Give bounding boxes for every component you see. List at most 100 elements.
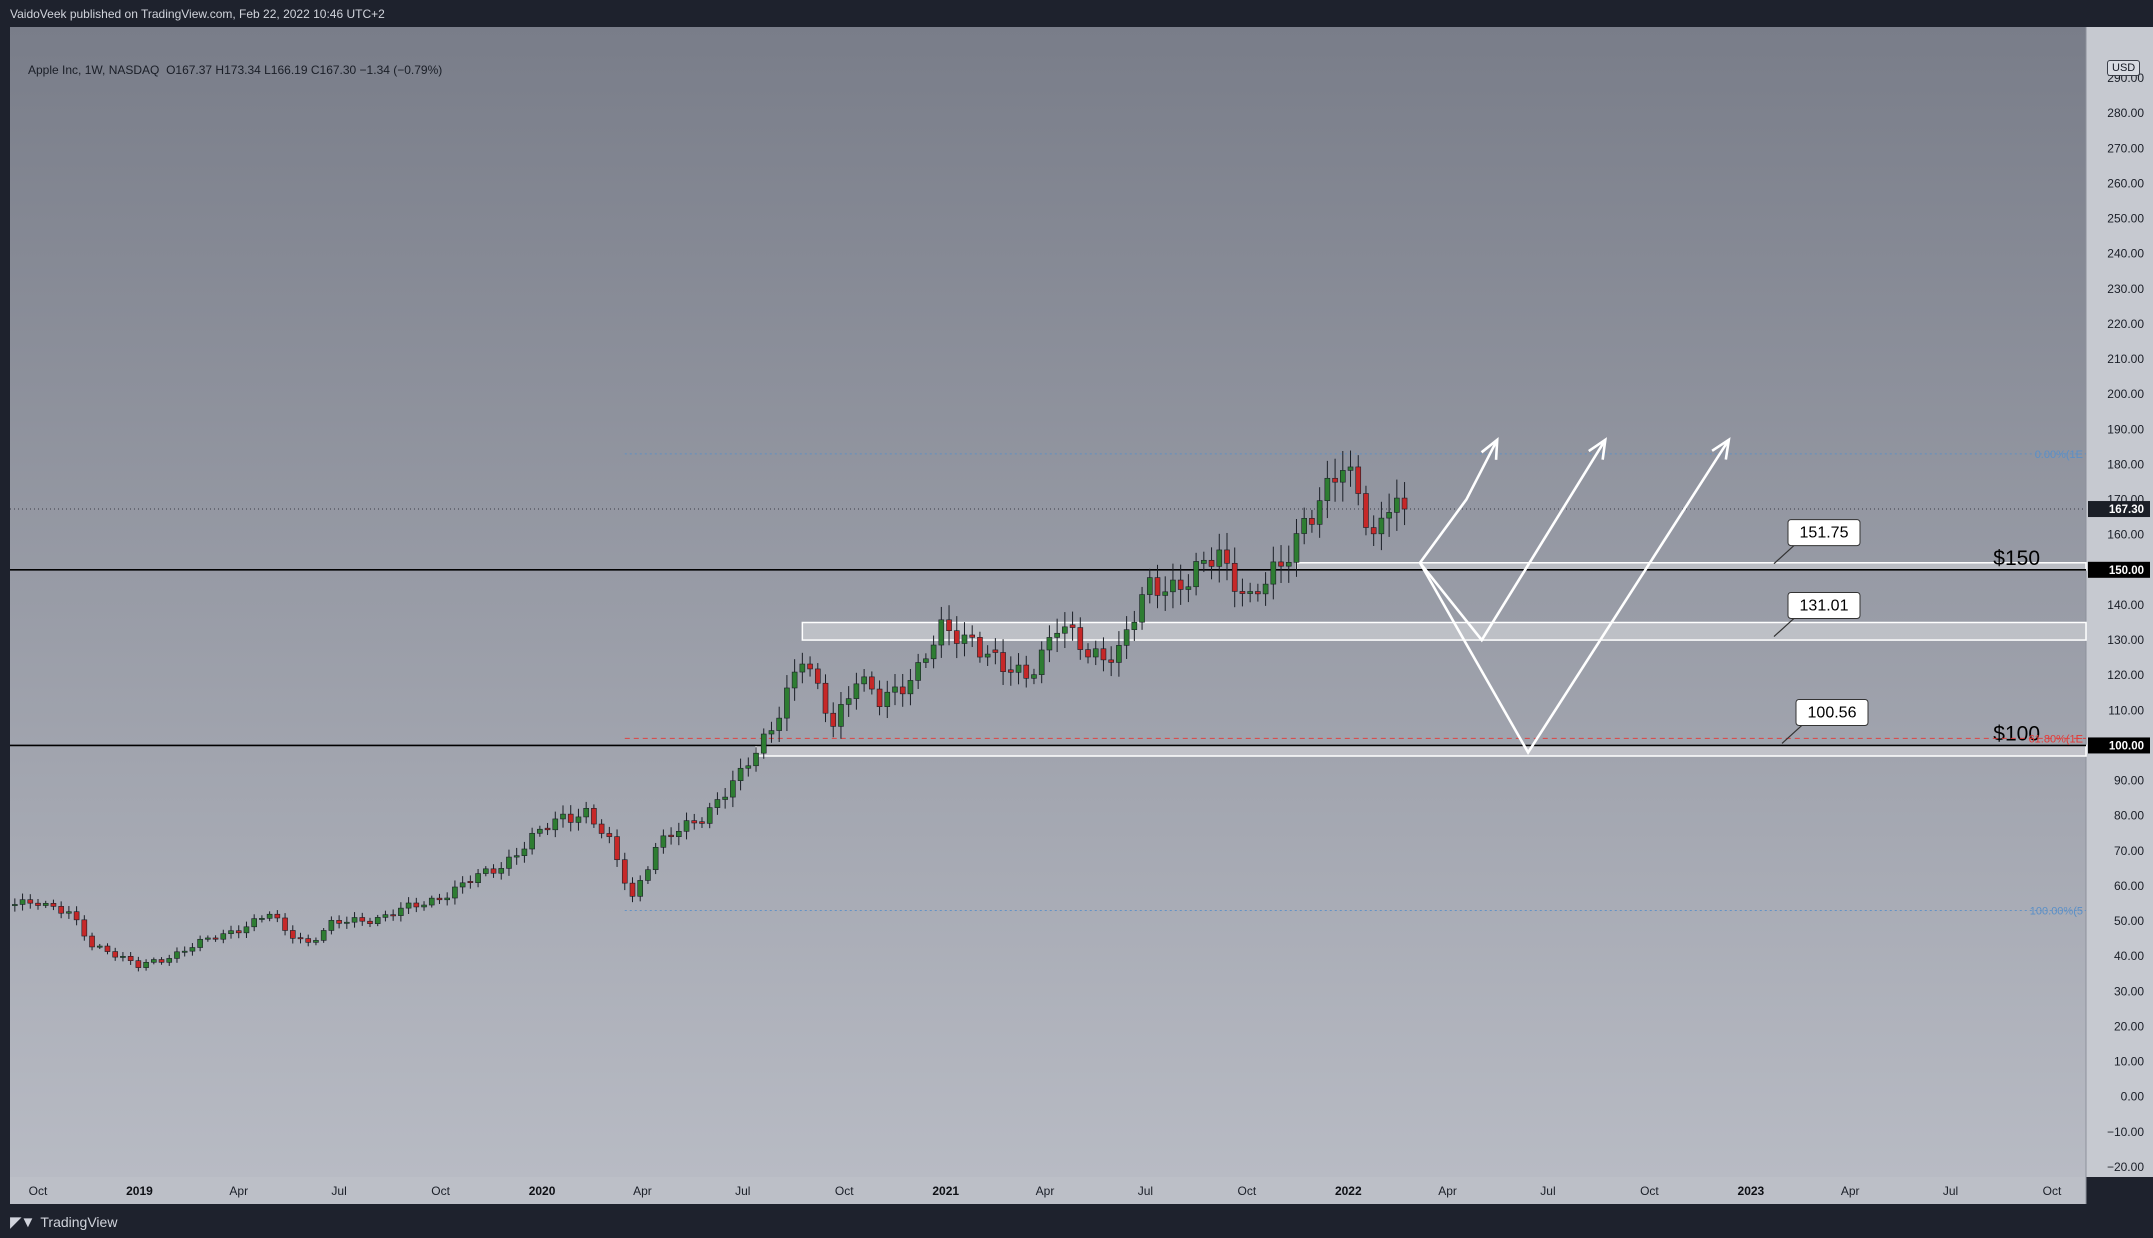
candle[interactable]	[1008, 669, 1014, 673]
candle[interactable]	[12, 904, 18, 906]
candle[interactable]	[1092, 648, 1099, 658]
candle[interactable]	[953, 630, 960, 644]
candle[interactable]	[313, 940, 319, 943]
candle[interactable]	[390, 914, 396, 917]
candle[interactable]	[691, 820, 698, 824]
candle[interactable]	[1339, 470, 1346, 483]
candle[interactable]	[637, 880, 644, 897]
candle[interactable]	[1216, 549, 1223, 567]
candle[interactable]	[938, 619, 945, 646]
candle[interactable]	[1062, 626, 1068, 634]
candle[interactable]	[58, 906, 64, 914]
candle[interactable]	[127, 956, 134, 961]
candle[interactable]	[1355, 466, 1362, 494]
candle[interactable]	[19, 899, 26, 905]
candle[interactable]	[367, 920, 373, 924]
candle[interactable]	[899, 686, 906, 695]
candle[interactable]	[96, 945, 103, 948]
candle[interactable]	[1386, 512, 1392, 519]
candle[interactable]	[513, 855, 520, 858]
candle[interactable]	[1046, 637, 1053, 651]
candle[interactable]	[621, 859, 628, 884]
candle[interactable]	[220, 933, 227, 940]
candle[interactable]	[1170, 579, 1176, 593]
candle[interactable]	[1255, 591, 1261, 595]
candle[interactable]	[946, 619, 952, 631]
candle[interactable]	[1085, 649, 1091, 658]
candle[interactable]	[259, 918, 265, 920]
candle[interactable]	[629, 882, 636, 897]
candle[interactable]	[151, 959, 157, 963]
candle[interactable]	[1239, 591, 1246, 594]
candle[interactable]	[753, 752, 759, 767]
candle[interactable]	[1309, 518, 1315, 525]
candle[interactable]	[1031, 674, 1037, 679]
candle[interactable]	[490, 868, 497, 874]
candle[interactable]	[737, 767, 744, 781]
candle[interactable]	[266, 913, 273, 919]
candle[interactable]	[66, 911, 72, 914]
candle[interactable]	[506, 856, 512, 869]
candle[interactable]	[614, 836, 620, 861]
candle[interactable]	[544, 827, 551, 831]
candle[interactable]	[1363, 493, 1369, 528]
candle[interactable]	[1293, 533, 1300, 563]
callout-box[interactable]	[1787, 592, 1861, 620]
candle[interactable]	[158, 959, 165, 963]
candle[interactable]	[120, 956, 126, 958]
candle[interactable]	[344, 921, 350, 924]
candle[interactable]	[1231, 562, 1238, 592]
candle[interactable]	[1116, 645, 1122, 663]
candle[interactable]	[660, 835, 667, 848]
candle[interactable]	[1131, 621, 1138, 630]
candle[interactable]	[791, 671, 798, 689]
candle[interactable]	[135, 960, 142, 968]
candle[interactable]	[475, 873, 481, 883]
candle[interactable]	[730, 780, 736, 798]
candle[interactable]	[398, 907, 404, 916]
candle[interactable]	[382, 914, 389, 918]
candle[interactable]	[699, 821, 705, 824]
candle[interactable]	[676, 831, 682, 838]
support-zone[interactable]	[1295, 562, 2087, 571]
candle[interactable]	[104, 945, 111, 952]
candle[interactable]	[1247, 591, 1253, 594]
candle[interactable]	[42, 903, 49, 906]
projection-path[interactable]	[1418, 439, 1499, 564]
candle[interactable]	[351, 917, 358, 923]
candle[interactable]	[428, 897, 435, 906]
candle[interactable]	[668, 834, 674, 838]
candle[interactable]	[521, 848, 528, 856]
candle[interactable]	[1347, 466, 1354, 471]
candle[interactable]	[112, 951, 119, 958]
candle[interactable]	[374, 917, 381, 924]
projection-path[interactable]	[1418, 439, 1730, 755]
candle[interactable]	[845, 698, 852, 705]
candle[interactable]	[1123, 629, 1130, 646]
candle[interactable]	[575, 816, 582, 823]
candle[interactable]	[1100, 648, 1107, 661]
candle[interactable]	[1224, 549, 1230, 564]
projection-path[interactable]	[1418, 439, 1607, 643]
candle[interactable]	[336, 920, 342, 924]
candle[interactable]	[706, 807, 713, 824]
candle[interactable]	[537, 828, 543, 834]
candle[interactable]	[645, 869, 651, 881]
candle[interactable]	[421, 904, 427, 908]
candle[interactable]	[467, 881, 474, 883]
candle[interactable]	[1069, 624, 1076, 628]
candle[interactable]	[529, 832, 535, 850]
candle[interactable]	[1077, 627, 1084, 650]
candle[interactable]	[228, 930, 234, 935]
candle[interactable]	[1394, 497, 1400, 513]
candle[interactable]	[606, 833, 613, 837]
callout-box[interactable]	[1795, 698, 1869, 726]
candle[interactable]	[1285, 561, 1292, 567]
candle[interactable]	[822, 682, 829, 714]
candle[interactable]	[814, 668, 821, 684]
currency-button[interactable]: USD	[2107, 60, 2141, 76]
callout-box[interactable]	[1787, 519, 1861, 547]
candle[interactable]	[282, 917, 288, 931]
candle[interactable]	[189, 947, 196, 952]
candle[interactable]	[243, 926, 250, 934]
